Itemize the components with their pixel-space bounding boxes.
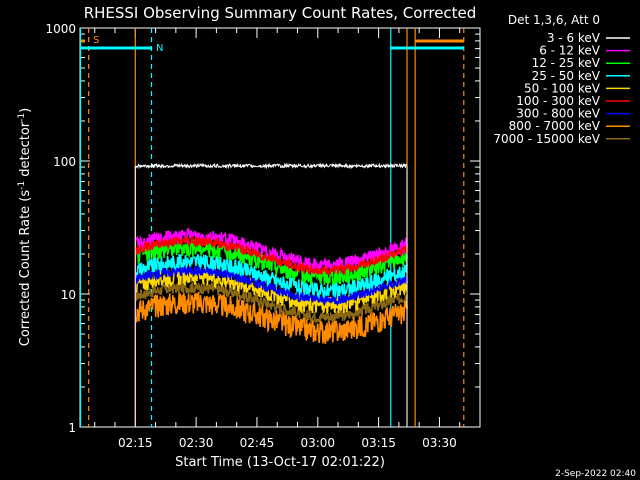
y-tick-label: 100 [53,155,76,169]
flag-label-s: S [93,35,99,46]
x-tick-label: 03:30 [422,436,457,450]
chart-title: RHESSI Observing Summary Count Rates, Co… [84,4,477,22]
timestamp: 2-Sep-2022 02:40 [555,469,636,479]
series-line [134,254,408,303]
series-line [134,291,408,345]
series-line [135,162,408,170]
series-group [134,162,408,427]
series-line [134,235,408,277]
y-tick-label: 1000 [45,22,76,36]
y-tick-label: 10 [61,288,76,302]
x-tick-label: 02:15 [118,436,153,450]
legend-label: 300 - 800 keV [516,107,600,121]
flag-bars: SN [81,35,464,54]
legend-label: 3 - 6 keV [547,31,601,45]
legend-label: 7000 - 15000 keV [493,132,600,146]
legend-label: 50 - 100 keV [524,81,601,95]
series-line [134,263,408,307]
x-axis: 02:15 02:30 02:45 03:00 03:15 03:30 [94,28,481,450]
y-tick-label: 1 [68,421,76,435]
vertical-markers [79,28,465,427]
legend-label: 800 - 7000 keV [509,119,601,133]
legend-label: 25 - 50 keV [532,69,601,83]
flag-label-n: N [156,43,163,54]
x-tick-label: 03:00 [300,436,335,450]
series-line [134,281,408,325]
x-tick-label: 02:45 [240,436,275,450]
x-tick-label: 03:15 [361,436,396,450]
legend-label: 100 - 300 keV [516,94,600,108]
x-tick-label: 02:30 [179,436,214,450]
legend-label: 12 - 25 keV [532,56,601,70]
legend-label: 6 - 12 keV [539,44,601,58]
y-axis-label: Corrected Count Rate (s-1 detector-1) [17,108,33,346]
x-axis-label: Start Time (13-Oct-17 02:01:22) [175,455,385,470]
legend-header: Det 1,3,6, Att 0 [508,13,600,27]
